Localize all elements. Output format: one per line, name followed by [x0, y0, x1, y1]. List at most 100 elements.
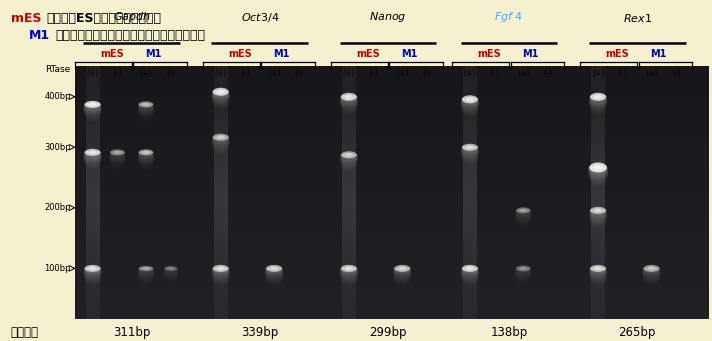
- Text: (-): (-): [167, 70, 175, 78]
- Ellipse shape: [588, 164, 608, 175]
- Ellipse shape: [213, 134, 229, 140]
- Ellipse shape: [589, 94, 607, 107]
- Ellipse shape: [393, 266, 412, 273]
- Ellipse shape: [138, 267, 154, 270]
- Text: RTase: RTase: [46, 65, 70, 74]
- Ellipse shape: [590, 162, 607, 173]
- Ellipse shape: [461, 266, 479, 278]
- Ellipse shape: [83, 266, 102, 270]
- Ellipse shape: [266, 265, 282, 272]
- Ellipse shape: [398, 267, 407, 270]
- Ellipse shape: [461, 97, 479, 107]
- Text: (-): (-): [619, 70, 627, 78]
- Ellipse shape: [647, 267, 656, 270]
- Ellipse shape: [341, 151, 357, 158]
- Ellipse shape: [588, 164, 608, 173]
- Ellipse shape: [589, 266, 607, 278]
- Ellipse shape: [340, 153, 358, 157]
- Ellipse shape: [83, 102, 102, 116]
- Ellipse shape: [461, 145, 479, 157]
- Ellipse shape: [83, 102, 102, 106]
- Text: M1: M1: [273, 48, 289, 59]
- Text: $\mathit{Nanog}$: $\mathit{Nanog}$: [370, 10, 407, 24]
- Ellipse shape: [462, 95, 478, 103]
- Ellipse shape: [83, 266, 102, 278]
- Ellipse shape: [394, 265, 410, 272]
- Ellipse shape: [589, 94, 607, 99]
- Text: 311bp: 311bp: [113, 326, 150, 339]
- Ellipse shape: [83, 150, 102, 159]
- Ellipse shape: [516, 265, 530, 271]
- Ellipse shape: [340, 266, 358, 273]
- Ellipse shape: [88, 103, 97, 106]
- Ellipse shape: [461, 145, 479, 152]
- Text: (+): (+): [86, 70, 99, 78]
- Ellipse shape: [265, 266, 283, 276]
- Text: 265bp: 265bp: [619, 326, 656, 339]
- Ellipse shape: [110, 150, 125, 154]
- Ellipse shape: [589, 94, 607, 109]
- Text: mES: mES: [356, 48, 380, 59]
- Ellipse shape: [83, 266, 102, 273]
- Ellipse shape: [345, 95, 353, 99]
- Text: (-): (-): [423, 70, 431, 78]
- Ellipse shape: [114, 151, 121, 154]
- Text: ：マウスES細胞（胚性幹細胞）: ：マウスES細胞（胚性幹細胞）: [46, 12, 162, 25]
- Ellipse shape: [589, 208, 607, 220]
- Ellipse shape: [142, 103, 150, 106]
- Ellipse shape: [462, 265, 478, 272]
- Text: $\mathit{Gapdh}$: $\mathit{Gapdh}$: [112, 10, 151, 24]
- Ellipse shape: [216, 90, 225, 94]
- Text: 100bp: 100bp: [44, 264, 70, 273]
- Ellipse shape: [594, 209, 602, 212]
- Text: 200bp: 200bp: [44, 203, 70, 212]
- Text: 339bp: 339bp: [241, 326, 278, 339]
- Ellipse shape: [211, 89, 230, 97]
- Ellipse shape: [142, 267, 150, 270]
- Ellipse shape: [83, 102, 102, 114]
- Text: 299bp: 299bp: [370, 326, 407, 339]
- Ellipse shape: [139, 101, 153, 107]
- Text: (-): (-): [370, 70, 378, 78]
- Text: (-): (-): [295, 70, 303, 78]
- Ellipse shape: [138, 150, 154, 159]
- Ellipse shape: [83, 150, 102, 157]
- Ellipse shape: [213, 88, 229, 96]
- Ellipse shape: [83, 266, 102, 276]
- Text: (+): (+): [592, 70, 604, 78]
- Ellipse shape: [589, 266, 607, 270]
- Ellipse shape: [211, 266, 230, 273]
- Ellipse shape: [589, 208, 607, 212]
- Ellipse shape: [168, 267, 174, 270]
- Ellipse shape: [461, 145, 479, 154]
- Ellipse shape: [590, 207, 606, 214]
- Ellipse shape: [594, 165, 602, 170]
- Ellipse shape: [211, 89, 230, 94]
- Text: 138bp: 138bp: [491, 326, 528, 339]
- Ellipse shape: [588, 164, 608, 178]
- Text: (+): (+): [645, 70, 658, 78]
- Text: mES: mES: [605, 48, 629, 59]
- Ellipse shape: [142, 151, 150, 154]
- Ellipse shape: [85, 265, 100, 272]
- Ellipse shape: [83, 150, 102, 162]
- Ellipse shape: [85, 149, 100, 156]
- Ellipse shape: [589, 266, 607, 276]
- Ellipse shape: [341, 93, 357, 101]
- Ellipse shape: [138, 103, 154, 109]
- Ellipse shape: [340, 94, 358, 99]
- Ellipse shape: [589, 266, 607, 273]
- Ellipse shape: [461, 97, 479, 109]
- Ellipse shape: [340, 266, 358, 278]
- Ellipse shape: [393, 266, 412, 270]
- Text: 増幅鎖長: 増幅鎖長: [11, 326, 38, 339]
- Text: 400bp: 400bp: [44, 92, 70, 101]
- Text: (+): (+): [464, 70, 476, 78]
- Ellipse shape: [211, 266, 230, 278]
- Text: (+): (+): [517, 70, 530, 78]
- Ellipse shape: [461, 97, 479, 102]
- Ellipse shape: [589, 94, 607, 104]
- Text: ：マウス白血病由来細胞（分化した体細胞）: ：マウス白血病由来細胞（分化した体細胞）: [56, 29, 206, 42]
- Ellipse shape: [462, 144, 478, 151]
- Ellipse shape: [265, 266, 283, 278]
